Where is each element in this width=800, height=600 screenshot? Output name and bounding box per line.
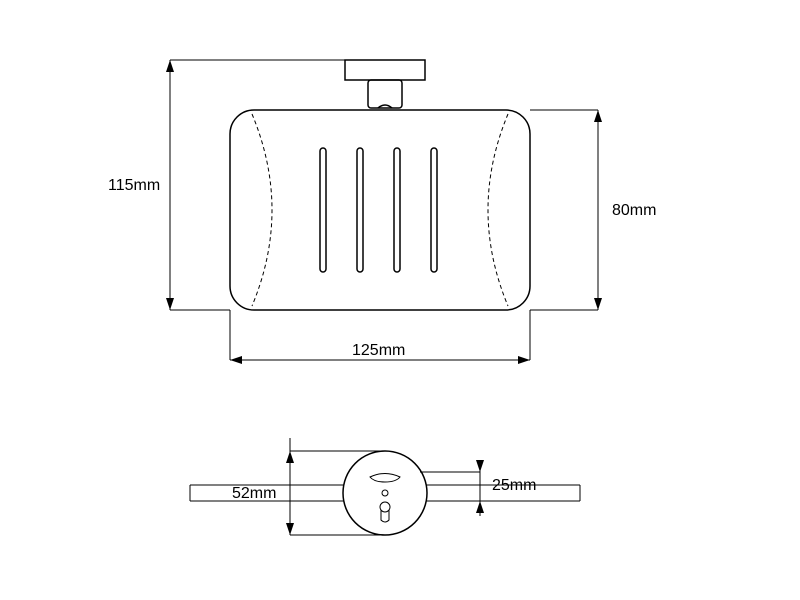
dim-125mm: 125mm xyxy=(230,310,530,364)
right-arc xyxy=(488,114,508,306)
dim-115mm: 115mm xyxy=(108,60,345,310)
left-arc xyxy=(252,114,272,306)
top-view: 115mm 80mm 125mm xyxy=(108,60,656,364)
disc-keyhole xyxy=(380,502,390,522)
disc-hole-center xyxy=(382,490,388,496)
dim-52mm-label: 52mm xyxy=(232,485,276,502)
slot-3 xyxy=(394,148,400,272)
body-outline xyxy=(230,110,530,310)
dim-115mm-label: 115mm xyxy=(108,177,160,194)
dim-25mm-label: 25mm xyxy=(492,477,536,494)
technical-drawing: 115mm 80mm 125mm xyxy=(0,0,800,600)
slot-4 xyxy=(431,148,437,272)
dim-80mm-label: 80mm xyxy=(612,202,656,219)
mount-plate xyxy=(345,60,425,80)
dim-125mm-label: 125mm xyxy=(352,342,405,359)
mount-neck xyxy=(368,80,402,108)
dim-25mm: 25mm xyxy=(420,460,536,516)
slot-2 xyxy=(357,148,363,272)
disc-slot-top xyxy=(370,474,400,483)
dim-52mm: 52mm xyxy=(232,438,385,535)
slot-1 xyxy=(320,148,326,272)
dim-80mm: 80mm xyxy=(530,110,656,310)
bottom-view: 52mm 25mm xyxy=(190,438,580,535)
drain-slots xyxy=(320,148,437,272)
